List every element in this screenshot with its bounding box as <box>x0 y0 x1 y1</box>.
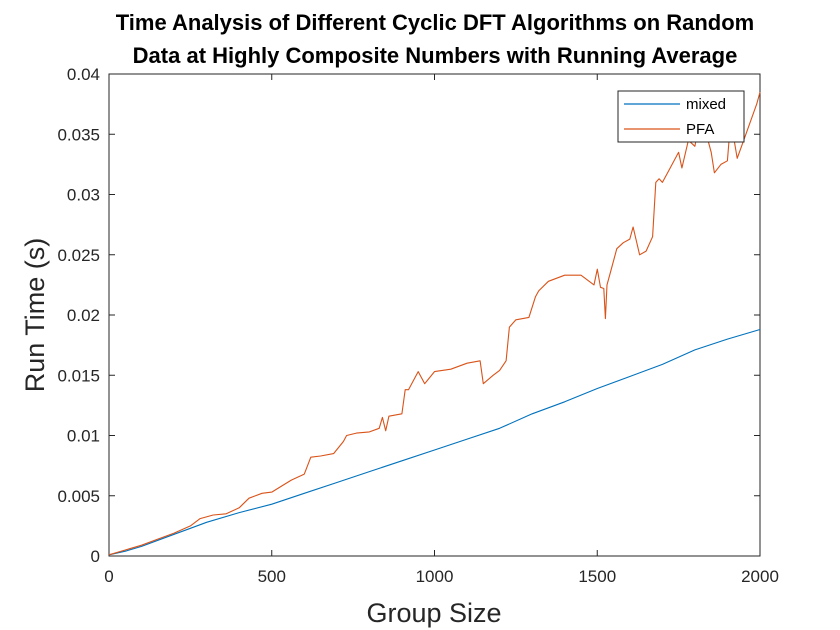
x-tick-label: 500 <box>258 567 286 586</box>
y-tick-label: 0.015 <box>57 366 100 385</box>
y-axis-label: Run Time (s) <box>20 238 50 393</box>
y-tick-label: 0.01 <box>67 427 100 446</box>
series-line-pfa <box>108 91 761 556</box>
x-tick-label: 1500 <box>578 567 616 586</box>
y-tick-label: 0.02 <box>67 306 100 325</box>
y-tick-label: 0.03 <box>67 186 100 205</box>
legend: mixed PFA <box>617 90 745 143</box>
chart-title-line-1: Time Analysis of Different Cyclic DFT Al… <box>116 10 755 35</box>
legend-label-mixed: mixed <box>686 96 726 113</box>
y-tick-label: 0.04 <box>67 65 100 84</box>
y-tick-label: 0 <box>91 547 100 566</box>
series-line-mixed <box>108 328 761 556</box>
legend-box <box>617 90 745 143</box>
y-tick-label: 0.035 <box>57 125 100 144</box>
chart-title-line-2: Data at Highly Composite Numbers with Ru… <box>133 43 738 68</box>
x-axis-label: Group Size <box>366 598 501 628</box>
y-tick-label: 0.025 <box>57 246 100 265</box>
x-tick-label: 2000 <box>741 567 779 586</box>
x-tick-label: 0 <box>104 567 113 586</box>
axes-box <box>108 73 761 557</box>
legend-label-pfa: PFA <box>686 121 714 138</box>
y-tick-label: 0.005 <box>57 487 100 506</box>
series-layer <box>108 91 761 556</box>
plot-area <box>108 73 761 557</box>
x-tick-label: 1000 <box>416 567 454 586</box>
ticks: 0 500 1000 1500 2000 0 0.005 0.01 0.015 0.02 0.025… <box>57 65 778 586</box>
